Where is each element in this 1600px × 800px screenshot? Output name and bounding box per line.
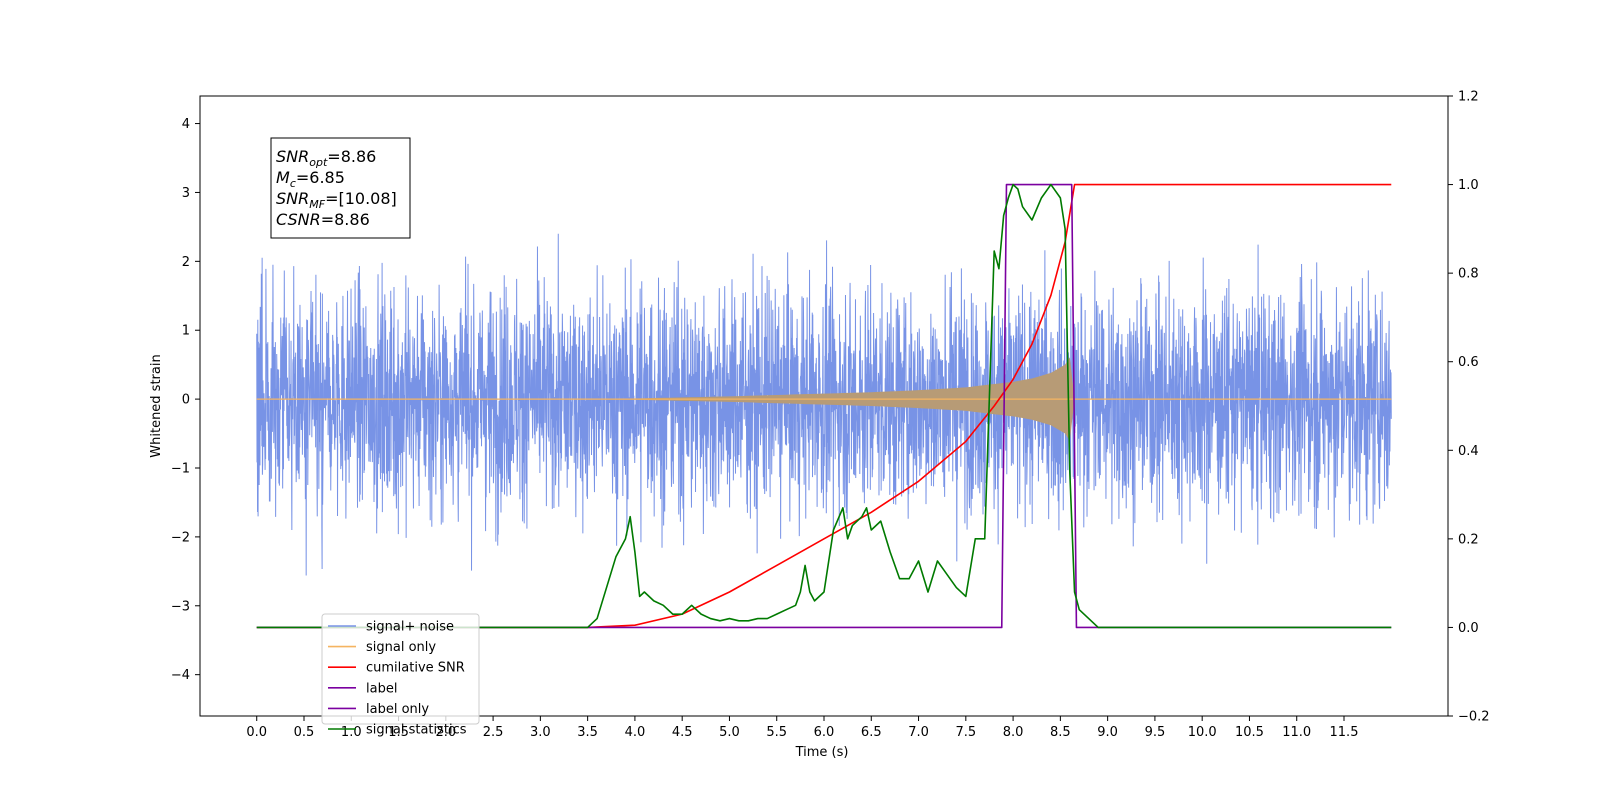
x-tick-label: 0.0 — [246, 725, 267, 740]
x-tick-label: 3.5 — [577, 725, 598, 740]
y-right-tick-label: 1.2 — [1458, 90, 1479, 105]
x-tick-label: 8.5 — [1050, 725, 1071, 740]
signal-noise-series — [256, 233, 1392, 576]
x-tick-label: 6.0 — [814, 725, 835, 740]
y-axis-label: Whitened strain — [149, 354, 164, 457]
legend-label: cumilative SNR — [366, 661, 465, 676]
x-tick-label: 1.0 — [341, 725, 362, 740]
y-axis-left: −4 −3 −2 −1 0 1 2 3 4 — [171, 117, 200, 683]
x-tick-label: 4.5 — [672, 725, 693, 740]
cumulative-snr-line — [256, 183, 1392, 629]
y-left-tick-label: 0 — [182, 393, 190, 408]
y-left-tick-label: 4 — [182, 117, 190, 132]
x-tick-label: 7.5 — [955, 725, 976, 740]
y-right-tick-label: 1.0 — [1458, 178, 1479, 193]
y-left-tick-label: −4 — [171, 668, 190, 683]
x-tick-label: 5.0 — [719, 725, 740, 740]
y-left-tick-label: 1 — [182, 324, 190, 339]
legend-label: label — [366, 681, 397, 696]
y-right-tick-label: 0.6 — [1458, 355, 1479, 370]
x-tick-label: 0.5 — [294, 725, 315, 740]
x-tick-label: 11.0 — [1282, 725, 1311, 740]
y-left-tick-label: −1 — [171, 462, 190, 477]
x-tick-label: 2.5 — [483, 725, 504, 740]
x-tick-label: 9.0 — [1097, 725, 1118, 740]
x-tick-label: 1.5 — [388, 725, 409, 740]
x-tick-label: 10.0 — [1188, 725, 1217, 740]
right-axis-series — [256, 183, 1392, 629]
y-left-tick-label: 2 — [182, 255, 190, 270]
y-right-tick-label: 0.2 — [1458, 532, 1479, 547]
annotation-line: SNRopt=8.86 — [276, 147, 376, 169]
x-axis-label: Time (s) — [795, 745, 849, 760]
signal-only-series — [256, 357, 1392, 441]
annotation-line: Mc=6.85 — [276, 168, 345, 190]
x-tick-label: 3.0 — [530, 725, 551, 740]
legend-label: signal statistics — [366, 723, 467, 738]
y-right-tick-label: 0.0 — [1458, 621, 1479, 636]
y-right-tick-label: 0.8 — [1458, 267, 1479, 282]
legend-label: label only — [366, 702, 429, 717]
legend-frame — [321, 613, 480, 725]
x-tick-label: 9.5 — [1145, 725, 1166, 740]
annotation-frame — [270, 137, 411, 239]
x-tick-label: 4.0 — [625, 725, 646, 740]
y-right-tick-label: −0.2 — [1458, 710, 1490, 725]
x-tick-label: 5.5 — [766, 725, 787, 740]
signal-noise-line — [256, 233, 1392, 576]
x-tick-label: 8.0 — [1003, 725, 1024, 740]
annotation-line: CSNR=8.86 — [276, 210, 370, 229]
x-tick-label: 7.0 — [908, 725, 929, 740]
signal-statistics-line — [256, 183, 1392, 629]
y-right-tick-label: 0.4 — [1458, 444, 1479, 459]
y-left-tick-label: 3 — [182, 186, 190, 201]
y-left-tick-label: −2 — [171, 530, 190, 545]
y-axis-right: −0.2 0.0 0.2 0.4 0.6 0.8 1.0 1.2 — [1448, 90, 1490, 725]
x-tick-label: 11.5 — [1330, 725, 1359, 740]
annotation-line: SNRMF=[10.08] — [276, 189, 397, 211]
legend: signal+ noise signal only cumilative SNR la… — [321, 613, 480, 738]
legend-label: signal only — [366, 640, 436, 655]
y-left-tick-label: −3 — [171, 599, 190, 614]
x-tick-label: 6.5 — [861, 725, 882, 740]
x-tick-label: 10.5 — [1235, 725, 1264, 740]
x-tick-label: 2.0 — [435, 725, 456, 740]
legend-label: signal+ noise — [366, 620, 454, 635]
